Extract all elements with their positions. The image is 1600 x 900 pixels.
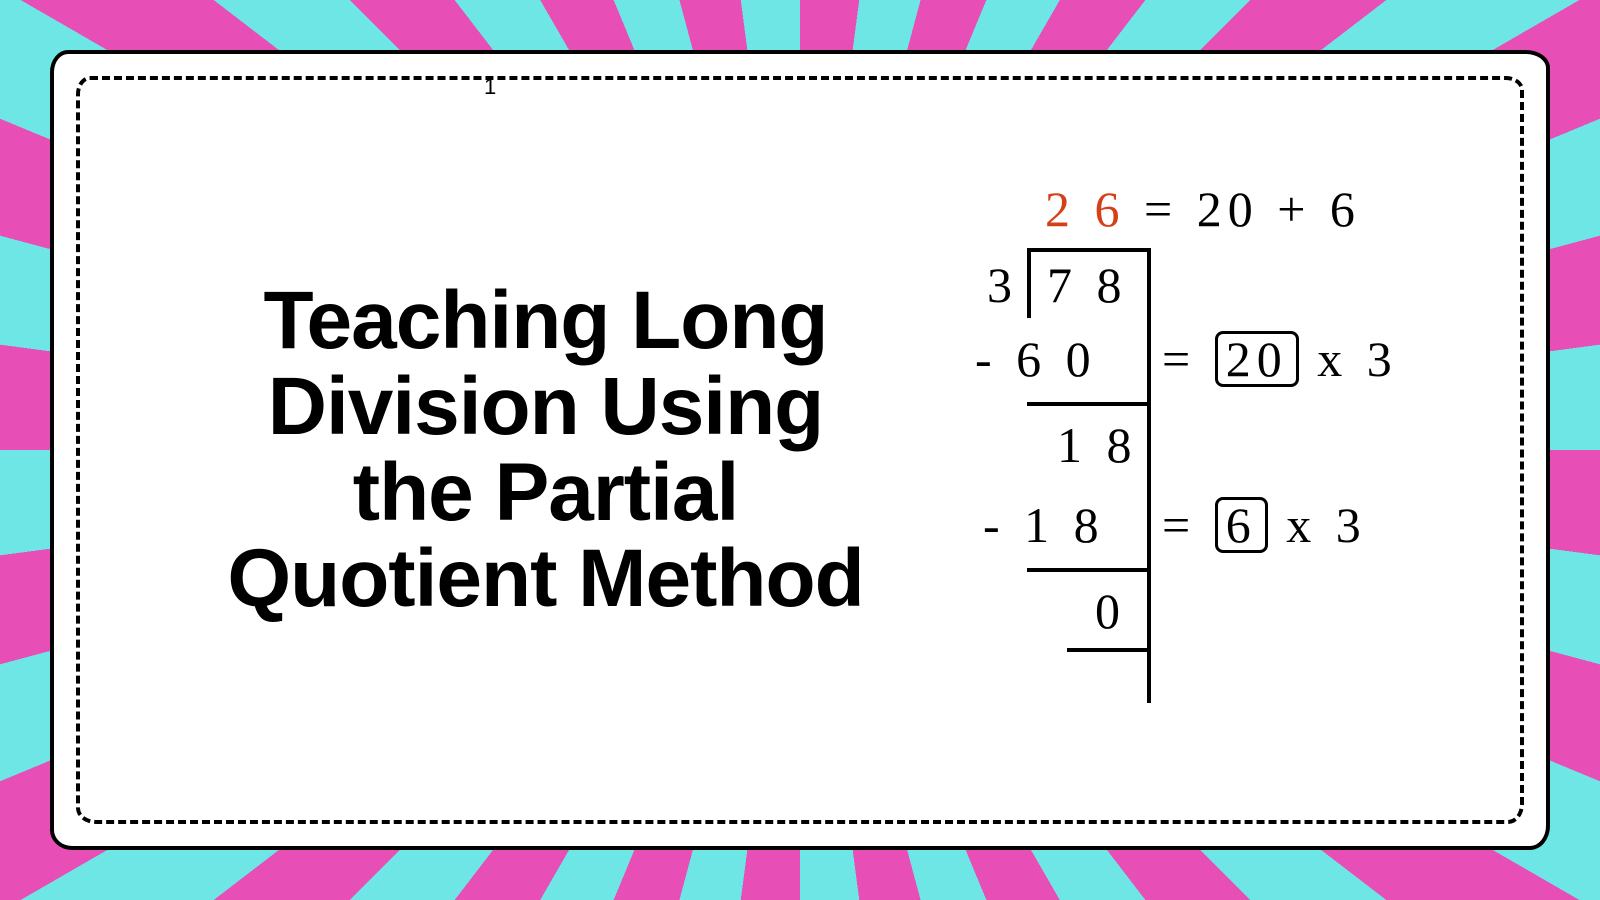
card-container: 1 Teaching Long Division Using the Parti… bbox=[50, 50, 1550, 850]
content-area: Teaching Long Division Using the Partial… bbox=[104, 104, 1496, 796]
step1-mult: x 3 bbox=[1317, 331, 1398, 387]
title-line-3: the Partial bbox=[124, 450, 967, 536]
line-1 bbox=[1027, 402, 1147, 406]
dividend: 7 8 bbox=[1047, 256, 1128, 314]
divisor: 3 bbox=[987, 256, 1018, 314]
step2-eq: = bbox=[1162, 497, 1196, 553]
slide-title: Teaching Long Division Using the Partial… bbox=[104, 278, 967, 622]
step1-subtraction: - 6 0 bbox=[975, 330, 1097, 388]
step2-mult: x 3 bbox=[1286, 497, 1367, 553]
title-line-1: Teaching Long bbox=[124, 278, 967, 364]
step2-box: 6 bbox=[1215, 497, 1268, 553]
final-remainder: 0 bbox=[1095, 582, 1126, 640]
remainder-1: 1 8 bbox=[1057, 416, 1138, 474]
quotient-sum: = 20 + 6 bbox=[1144, 181, 1361, 237]
step1-equation: = 20 x 3 bbox=[1162, 330, 1398, 388]
line-2 bbox=[1027, 568, 1147, 572]
division-work: 2 6 = 20 + 6 3 7 8 - 6 0 bbox=[967, 170, 1496, 730]
step2-equation: = 6 x 3 bbox=[1162, 496, 1367, 554]
quotient-ones: 6 bbox=[1095, 181, 1126, 237]
quotient-row: 2 6 = 20 + 6 bbox=[1045, 180, 1361, 238]
step1-box: 20 bbox=[1215, 331, 1299, 387]
page-number: 1 bbox=[484, 74, 496, 100]
quotient-tens: 2 bbox=[1045, 181, 1076, 237]
step1-eq: = bbox=[1162, 331, 1196, 387]
line-3 bbox=[1067, 648, 1147, 652]
title-line-4: Quotient Method bbox=[124, 536, 967, 622]
step2-subtraction: - 1 8 bbox=[983, 496, 1105, 554]
white-card: 1 Teaching Long Division Using the Parti… bbox=[50, 50, 1550, 850]
side-line bbox=[1147, 248, 1151, 703]
title-line-2: Division Using bbox=[124, 364, 967, 450]
